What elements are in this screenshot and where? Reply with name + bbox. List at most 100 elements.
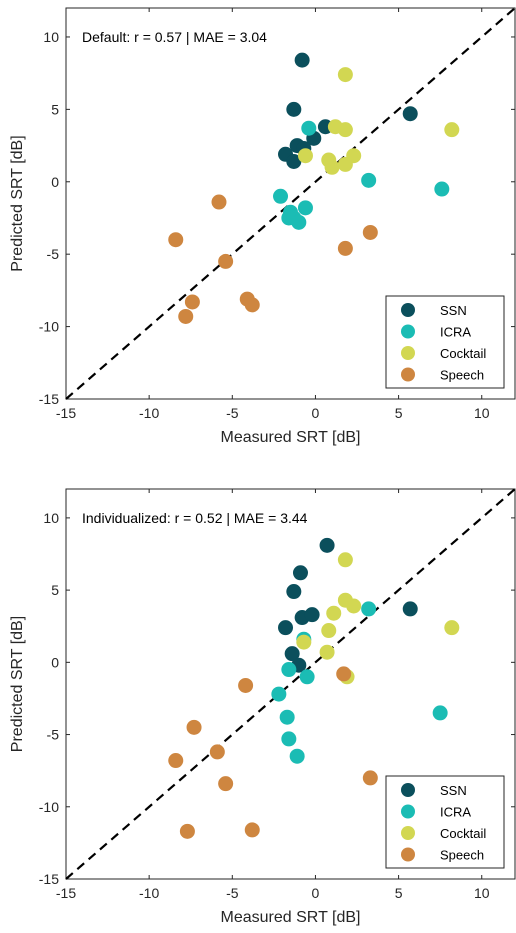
legend-label-cocktail: Cocktail bbox=[440, 346, 486, 361]
y-tick-label: -15 bbox=[39, 871, 59, 887]
y-tick-label: 5 bbox=[51, 582, 59, 598]
data-point-cocktail bbox=[321, 623, 337, 639]
x-tick-label: -15 bbox=[56, 405, 76, 421]
legend-label-speech: Speech bbox=[440, 848, 484, 863]
legend: SSN ICRA Cocktail Speech bbox=[385, 295, 505, 389]
data-point-cocktail bbox=[337, 122, 353, 138]
series-icra bbox=[273, 120, 450, 230]
data-point-cocktail bbox=[346, 148, 362, 164]
data-point-ssn bbox=[284, 646, 300, 662]
data-point-icra bbox=[361, 172, 377, 188]
x-tick-label: 10 bbox=[474, 885, 490, 901]
data-point-speech bbox=[336, 666, 352, 682]
legend-marker-icra bbox=[401, 324, 415, 339]
data-point-ssn bbox=[304, 607, 320, 623]
data-point-icra bbox=[297, 200, 313, 216]
x-tick-label: -15 bbox=[56, 885, 76, 901]
x-tick-label: 0 bbox=[312, 405, 320, 421]
data-point-ssn bbox=[402, 601, 418, 617]
data-point-ssn bbox=[319, 537, 335, 553]
legend: SSN ICRA Cocktail Speech bbox=[385, 775, 505, 869]
data-point-ssn bbox=[292, 565, 308, 581]
x-tick-label: 5 bbox=[395, 885, 403, 901]
x-tick-label: 5 bbox=[395, 405, 403, 421]
data-point-ssn bbox=[294, 52, 310, 68]
data-point-speech bbox=[337, 240, 353, 256]
legend-label-icra: ICRA bbox=[440, 805, 471, 820]
data-point-cocktail bbox=[296, 634, 312, 650]
y-axis-label: Predicted SRT [dB] bbox=[9, 135, 26, 271]
data-point-icra bbox=[271, 686, 287, 702]
data-point-icra bbox=[432, 705, 448, 721]
data-point-icra bbox=[281, 662, 297, 678]
data-point-speech bbox=[218, 776, 234, 792]
data-point-icra bbox=[289, 748, 305, 764]
data-point-icra bbox=[299, 669, 315, 685]
legend-marker-ssn bbox=[401, 303, 415, 317]
x-tick-label: -10 bbox=[139, 405, 159, 421]
x-axis-label: Measured SRT [dB] bbox=[221, 909, 361, 926]
y-tick-label: -10 bbox=[39, 799, 59, 815]
data-point-cocktail bbox=[324, 159, 340, 175]
data-point-speech bbox=[184, 294, 200, 310]
legend-label-speech: Speech bbox=[440, 368, 484, 383]
x-tick-label: 10 bbox=[474, 405, 490, 421]
data-point-icra bbox=[281, 731, 297, 747]
legend-marker-speech bbox=[401, 367, 415, 382]
data-point-speech bbox=[168, 753, 184, 769]
legend-label-ssn: SSN bbox=[440, 303, 467, 318]
identity-line bbox=[65, 488, 516, 880]
data-point-ssn bbox=[286, 584, 302, 600]
legend-marker-ssn bbox=[401, 783, 415, 797]
y-tick-label: 10 bbox=[43, 29, 59, 45]
identity-line bbox=[65, 7, 516, 400]
data-point-cocktail bbox=[337, 67, 353, 83]
data-point-speech bbox=[209, 744, 225, 760]
y-tick-label: 0 bbox=[51, 654, 59, 670]
series-speech bbox=[168, 194, 378, 324]
data-point-ssn bbox=[286, 154, 302, 170]
stats-annotation: Default: r = 0.57 | MAE = 3.04 bbox=[82, 29, 267, 45]
y-tick-label: 5 bbox=[51, 101, 59, 117]
data-point-speech bbox=[362, 770, 378, 786]
data-point-cocktail bbox=[444, 122, 460, 138]
legend-label-icra: ICRA bbox=[440, 325, 471, 340]
data-point-cocktail bbox=[319, 644, 335, 660]
x-tick-label: 0 bbox=[312, 885, 320, 901]
x-tick-label: -10 bbox=[139, 885, 159, 901]
data-point-icra bbox=[434, 181, 450, 197]
data-point-cocktail bbox=[326, 605, 342, 621]
chart-panel-2: -15 -10 -5 0 5 10 -15 -10 -5 0 5 10 Individualized: … bbox=[9, 488, 516, 926]
data-point-speech bbox=[178, 308, 194, 324]
data-point-ssn bbox=[402, 106, 418, 122]
data-point-cocktail bbox=[346, 598, 362, 614]
y-tick-label: -5 bbox=[47, 727, 60, 743]
y-tick-label: 0 bbox=[51, 174, 59, 190]
x-axis-label: Measured SRT [dB] bbox=[221, 429, 361, 446]
y-tick-label: 10 bbox=[43, 510, 59, 526]
data-point-ssn bbox=[278, 620, 294, 636]
series-speech bbox=[168, 666, 378, 839]
y-tick-label: -10 bbox=[39, 319, 59, 335]
series-ssn bbox=[278, 537, 418, 673]
data-point-speech bbox=[179, 823, 195, 839]
data-point-speech bbox=[362, 224, 378, 240]
data-point-cocktail bbox=[297, 148, 313, 164]
data-point-speech bbox=[211, 194, 227, 210]
data-point-icra bbox=[361, 601, 377, 617]
data-point-icra bbox=[291, 214, 307, 230]
legend-marker-cocktail bbox=[401, 826, 415, 840]
data-point-icra bbox=[301, 120, 317, 136]
y-axis-label: Predicted SRT [dB] bbox=[9, 616, 26, 752]
y-tick-label: -5 bbox=[47, 246, 60, 262]
data-point-speech bbox=[238, 677, 254, 693]
y-tick-label: -15 bbox=[39, 391, 59, 407]
chart-panel-1: -15 -10 -5 0 5 10 -15 -10 -5 0 5 10 Default: r = 0.5… bbox=[9, 7, 516, 446]
legend-marker-cocktail bbox=[401, 346, 415, 360]
data-point-cocktail bbox=[337, 552, 353, 568]
data-point-speech bbox=[218, 253, 234, 269]
legend-marker-speech bbox=[401, 847, 415, 862]
x-tick-label: -5 bbox=[226, 405, 239, 421]
data-point-icra bbox=[273, 188, 289, 204]
